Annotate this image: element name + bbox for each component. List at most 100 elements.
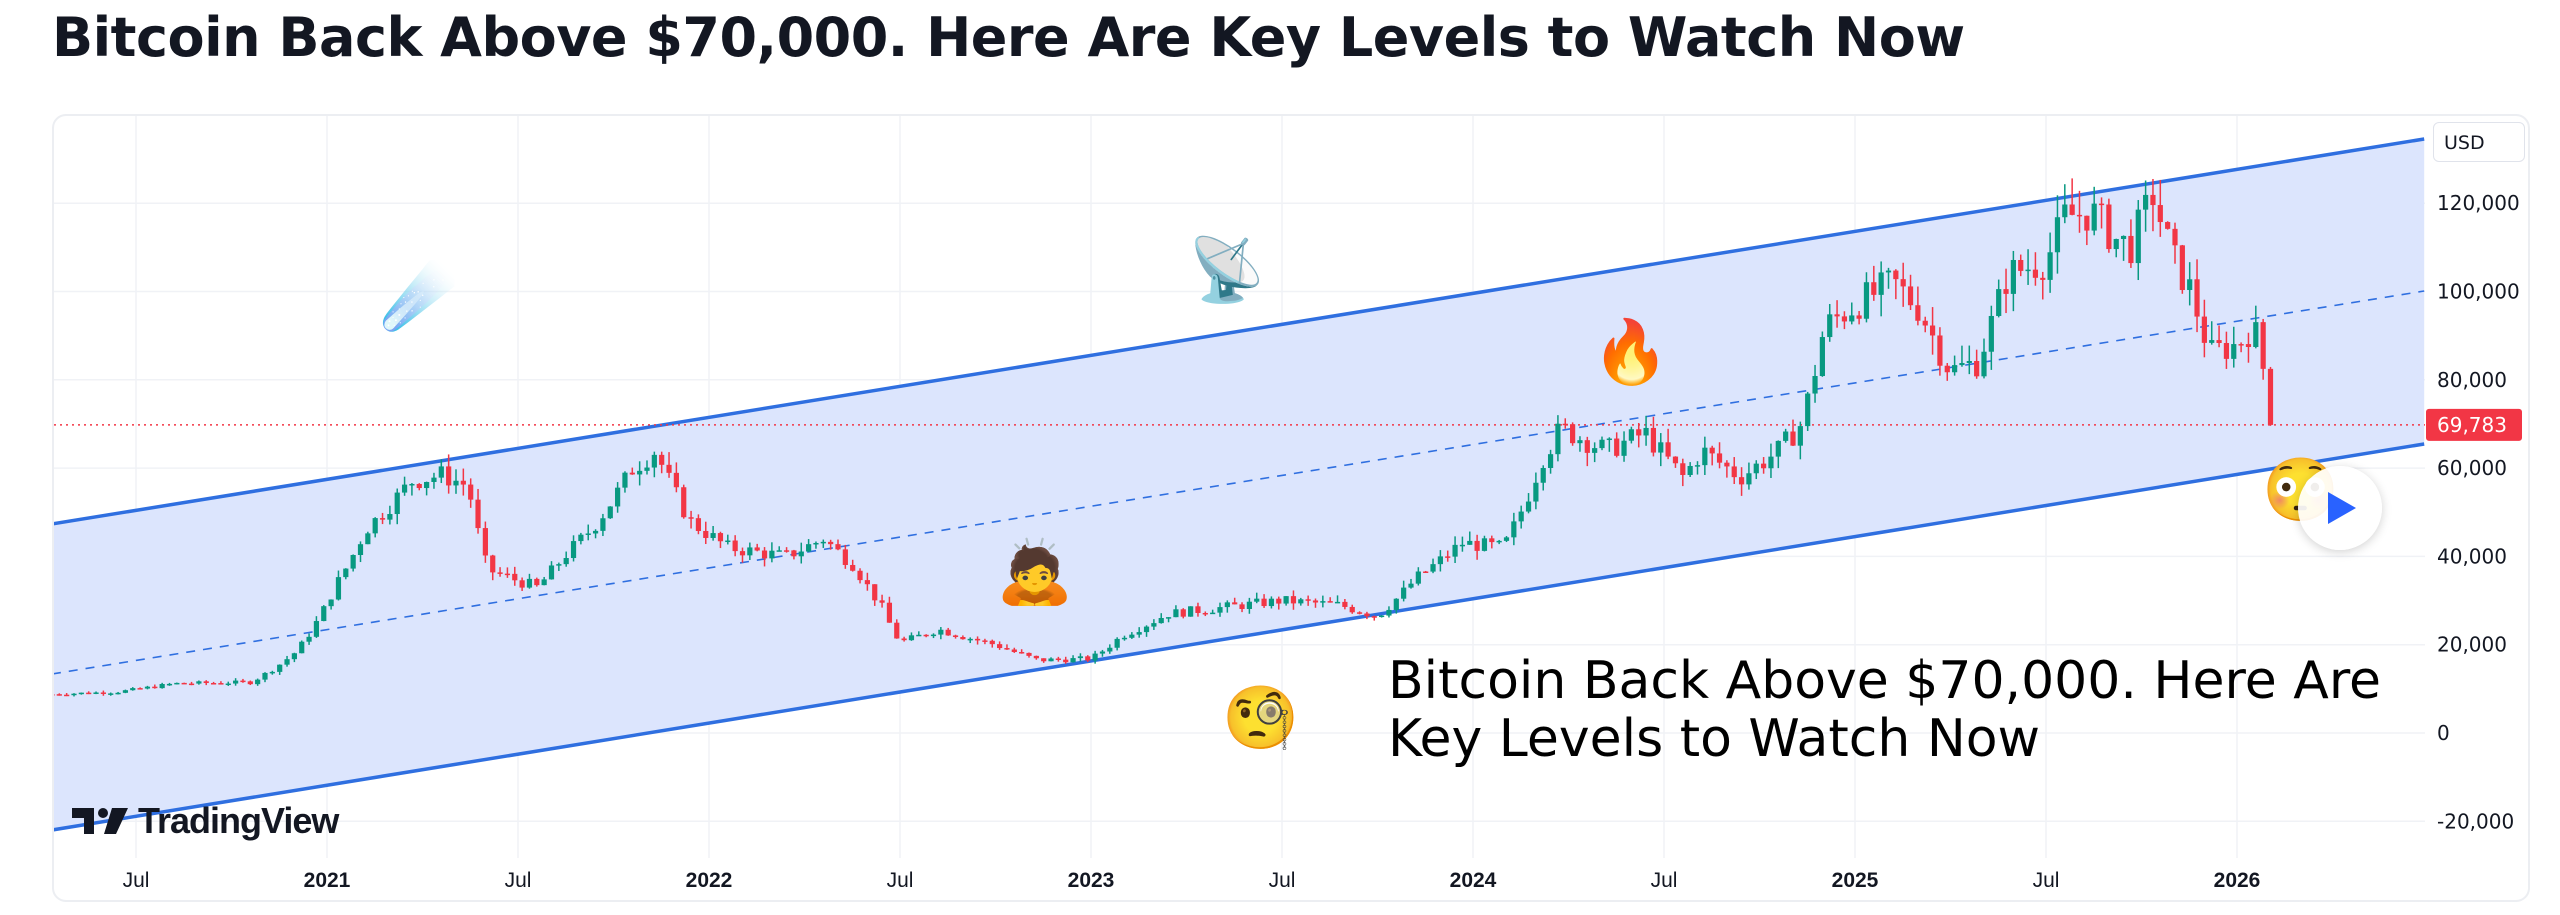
candle-body — [54, 694, 55, 696]
candle-body — [1584, 440, 1590, 453]
candle-body — [1922, 320, 1928, 326]
channel-fill — [54, 139, 2425, 830]
candle-body — [1650, 427, 1657, 453]
candle-body — [585, 533, 591, 535]
candle-body — [1445, 556, 1451, 558]
currency-label[interactable]: USD — [2433, 122, 2525, 162]
candle-body — [365, 533, 371, 545]
candle-body — [2120, 235, 2127, 239]
x-tick-label: 2024 — [1450, 869, 1497, 892]
candle-body — [1437, 556, 1443, 565]
candle-body — [401, 484, 408, 493]
price-axis[interactable]: 120,000 100,000 80,000 60,000 40,000 20,000 0 -… — [2437, 191, 2520, 833]
candle-body — [1254, 598, 1260, 602]
candle-body — [446, 466, 452, 486]
candle-body — [1599, 439, 1605, 449]
candle-body — [1907, 286, 1914, 306]
candle-body — [64, 694, 70, 697]
candle-body — [607, 506, 613, 519]
candle-body — [2032, 269, 2039, 278]
candle-body — [372, 518, 378, 534]
candle-body — [1283, 596, 1289, 604]
candle-body — [1129, 634, 1135, 638]
candle-body — [2157, 205, 2163, 223]
candle-body — [813, 542, 819, 545]
candle-body — [651, 454, 657, 468]
candle-body — [2267, 368, 2274, 425]
candle-body — [2179, 245, 2185, 291]
candle-body — [2165, 222, 2171, 229]
candle-body — [1210, 612, 1216, 615]
candle-body — [1085, 656, 1091, 661]
candle-body — [791, 550, 797, 557]
candle-body — [1952, 365, 1958, 373]
candle-body — [1716, 453, 1723, 463]
candle-body — [1276, 598, 1282, 604]
candle-body — [1232, 602, 1238, 605]
candle-body — [2143, 194, 2149, 210]
candle-body — [210, 683, 217, 685]
candle-body — [328, 599, 334, 607]
candle-body — [108, 693, 114, 695]
candle-body — [1356, 612, 1363, 614]
candle-body — [1929, 325, 1936, 336]
candle-body — [2253, 322, 2259, 348]
candle-body — [835, 544, 841, 550]
candle-body — [1415, 571, 1421, 584]
candle-body — [233, 680, 239, 684]
candle-body — [166, 683, 173, 686]
y-tick-label: 40,000 — [2437, 544, 2507, 568]
candle-body — [78, 692, 84, 695]
candle-body — [1805, 393, 1811, 427]
candle-body — [1849, 315, 1855, 322]
candle-body — [2172, 228, 2178, 246]
candle-body — [850, 564, 856, 571]
x-tick-label: Jul — [123, 869, 150, 892]
candle-body — [1878, 272, 1884, 295]
channel-upper-line[interactable] — [52, 137, 2425, 526]
candle-body — [1680, 463, 1686, 475]
x-tick-label: 2023 — [1068, 869, 1115, 892]
candle-body — [1224, 602, 1230, 608]
candle-body — [997, 644, 1003, 649]
candle-body — [1819, 337, 1825, 377]
candle-body — [2018, 259, 2024, 271]
candle-body — [1114, 638, 1120, 648]
candle-body — [2106, 204, 2112, 250]
candle-body — [2260, 322, 2266, 369]
candle-body — [659, 454, 665, 465]
candle-body — [1423, 571, 1429, 574]
candle-body — [1481, 538, 1488, 551]
candle-body — [879, 600, 885, 603]
candle-body — [1312, 600, 1319, 603]
candle-body — [1547, 454, 1554, 468]
candle-body — [930, 634, 937, 637]
candle-body — [1540, 467, 1546, 483]
channel-lower-line[interactable] — [52, 442, 2425, 832]
candle-body — [247, 681, 253, 685]
candle-body — [1143, 626, 1150, 633]
play-button[interactable] — [2298, 466, 2382, 550]
candle-body — [1026, 652, 1032, 656]
candle-body — [820, 541, 826, 544]
candle-body — [438, 466, 444, 478]
candle-body — [2098, 203, 2105, 206]
candle-body — [2025, 269, 2031, 272]
play-icon — [2328, 492, 2356, 524]
candle-body — [783, 550, 790, 552]
candle-body — [945, 629, 951, 636]
time-axis[interactable]: Jul 2021 Jul 2022 Jul 2023 Jul 2024 Jul 2025 Jul 20… — [123, 869, 2261, 892]
candle-body — [2062, 204, 2068, 218]
candles — [54, 178, 2274, 697]
x-tick-label: Jul — [1269, 869, 1296, 892]
tradingview-logo[interactable]: TradingView — [72, 800, 339, 842]
candle-body — [1915, 305, 1921, 321]
candle-body — [130, 688, 136, 691]
candle-body — [1107, 647, 1113, 652]
candle-body — [1768, 456, 1774, 469]
candle-body — [1724, 462, 1730, 467]
comet-icon: ☄️ — [380, 262, 458, 331]
candle-body — [2128, 235, 2134, 264]
candle-body — [2201, 316, 2207, 343]
